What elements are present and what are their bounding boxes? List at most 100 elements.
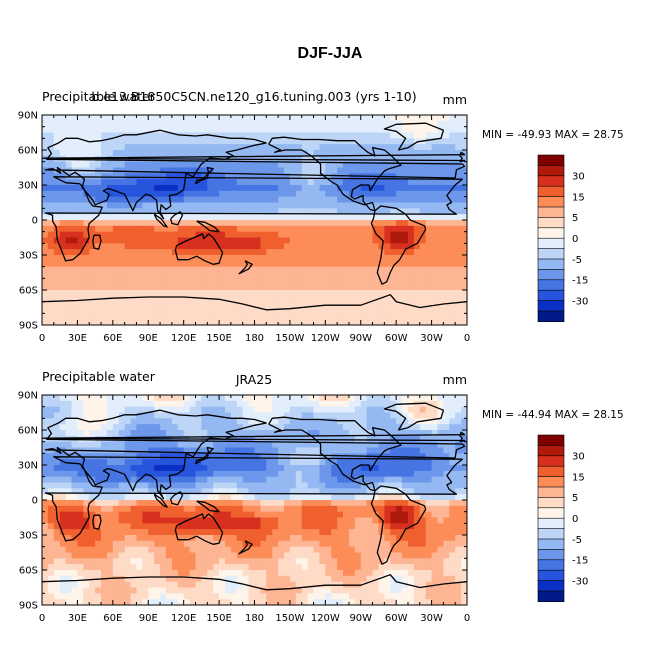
field-cell (331, 155, 338, 163)
field-cell (354, 243, 362, 250)
field-cell (254, 307, 261, 314)
field-cell (272, 161, 279, 169)
field-cell (437, 482, 444, 489)
field-cell (254, 453, 261, 460)
field-cell (390, 459, 397, 466)
field-cell (224, 535, 232, 542)
field-cell (407, 237, 415, 244)
field-cell (213, 470, 220, 478)
field-cell (325, 546, 332, 554)
field-cell (47, 278, 55, 285)
field-cell (254, 482, 261, 489)
field-cell (130, 418, 138, 425)
field-cell (325, 173, 332, 180)
field-cell (230, 412, 238, 419)
field-cell (89, 395, 96, 402)
field-cell (319, 115, 326, 122)
field-cell (331, 138, 338, 145)
field-cell (260, 540, 267, 548)
field-cell (325, 155, 332, 163)
field-cell (348, 558, 356, 565)
field-cell (354, 500, 362, 507)
field-cell (59, 214, 67, 221)
field-cell (242, 231, 250, 239)
field-cell (160, 115, 167, 122)
field-cell (101, 214, 108, 221)
field-cell (160, 167, 167, 174)
field-cell (248, 249, 256, 256)
field-cell (307, 529, 315, 536)
field-cell (242, 208, 250, 215)
field-cell (230, 441, 238, 449)
field-cell (171, 488, 179, 495)
field-cell (407, 488, 415, 495)
field-cell (437, 202, 444, 209)
field-cell (242, 570, 250, 577)
field-cell (461, 220, 467, 227)
field-cell (272, 523, 279, 530)
field-cell (160, 418, 167, 425)
field-cell (343, 418, 350, 425)
field-cell (348, 260, 356, 268)
field-cell (201, 517, 208, 524)
field-cell (213, 424, 220, 431)
field-cell (219, 231, 226, 239)
field-cell (278, 529, 285, 536)
field-cell (266, 546, 273, 554)
field-cell (307, 196, 315, 204)
field-cell (160, 173, 167, 180)
field-cell (284, 231, 291, 239)
field-cell (390, 237, 397, 244)
field-cell (461, 202, 467, 209)
field-cell (307, 214, 315, 221)
field-cell (201, 511, 208, 519)
field-cell (248, 395, 256, 402)
field-cell (83, 220, 90, 227)
field-cell (160, 278, 167, 285)
field-cell (449, 126, 456, 134)
field-cell (160, 412, 167, 419)
field-cell (461, 249, 467, 256)
field-cell (165, 453, 173, 460)
field-cell (236, 418, 244, 425)
field-cell (443, 435, 450, 443)
field-cell (390, 138, 397, 145)
field-cell (130, 260, 138, 268)
field-cell (272, 552, 279, 559)
field-cell (130, 529, 138, 536)
field-cell (77, 459, 84, 466)
field-cell (443, 278, 450, 285)
field-cell (260, 406, 267, 414)
field-cell (183, 295, 191, 303)
field-cell (160, 558, 167, 565)
field-cell (449, 150, 456, 157)
field-cell (124, 552, 132, 559)
field-cell (455, 120, 462, 128)
field-cell (378, 412, 385, 419)
field-cell (337, 243, 344, 250)
field-cell (136, 144, 143, 151)
field-cell (461, 255, 467, 262)
field-cell (337, 196, 344, 204)
field-cell (171, 150, 179, 157)
field-cell (319, 307, 326, 314)
field-cell (366, 529, 374, 536)
field-cell (260, 523, 267, 530)
field-cell (65, 115, 73, 122)
field-cell (53, 307, 61, 314)
field-cell (112, 115, 120, 122)
field-cell (354, 167, 362, 174)
field-cell (402, 138, 409, 145)
field-cell (272, 284, 279, 291)
field-cell (419, 424, 427, 431)
field-cell (396, 255, 403, 262)
field-cell (413, 488, 421, 495)
field-cell (171, 120, 179, 128)
field-cell (224, 406, 232, 414)
field-cell (124, 214, 132, 221)
field-cell (177, 453, 185, 460)
field-cell (343, 424, 350, 431)
field-cell (112, 225, 120, 233)
field-cell (360, 535, 368, 542)
field-cell (71, 225, 79, 233)
